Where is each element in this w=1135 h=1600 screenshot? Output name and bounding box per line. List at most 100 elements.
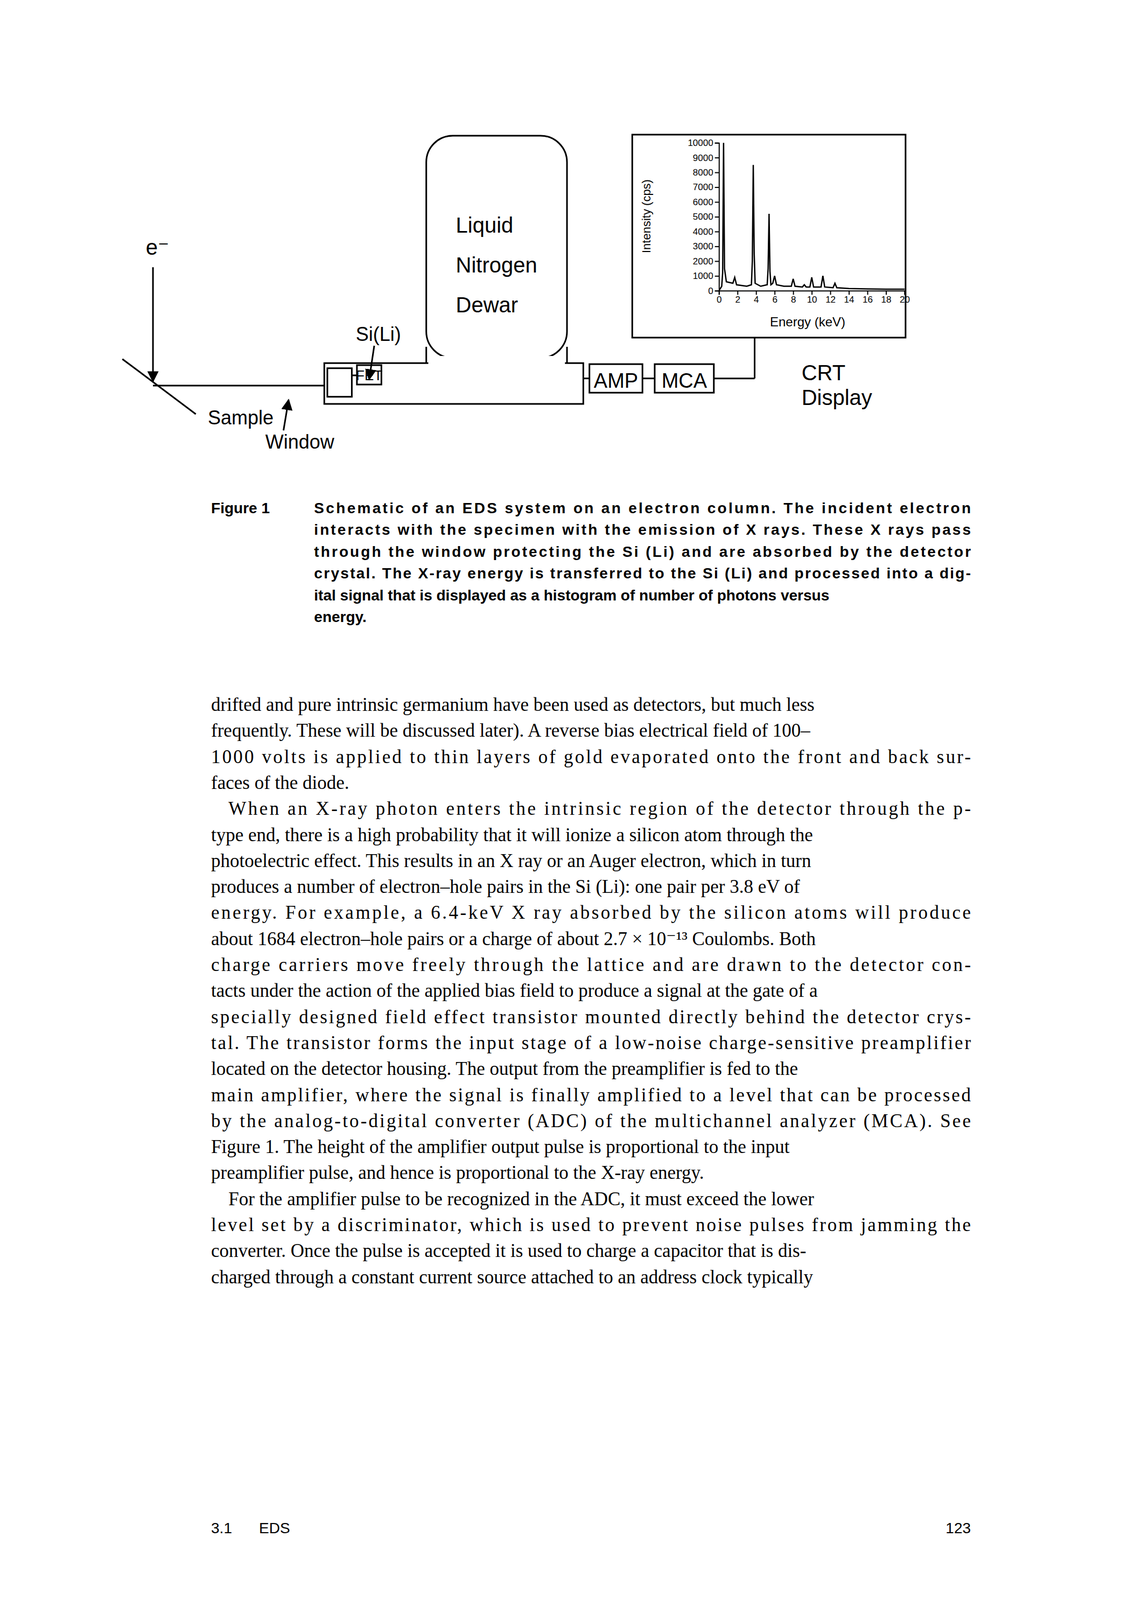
tick-label: 8 <box>790 294 796 305</box>
tick-label: 3000 <box>692 241 714 252</box>
tick: 10000 <box>687 137 719 149</box>
body-line: level set by a discriminator, which is u… <box>211 1214 971 1236</box>
caption-line: interacts with the specimen with the emi… <box>313 521 971 538</box>
body-line: drifted and pure intrinsic germanium hav… <box>211 694 815 716</box>
y-axis: 0100020003000400050006000700080009000100… <box>687 137 719 297</box>
footer: 3.1 EDS 123 <box>211 1519 971 1537</box>
axis-line <box>715 143 720 292</box>
mca-box <box>654 363 714 393</box>
tick-label: 14 <box>844 294 855 305</box>
body-line: energy. For example, a 6.4-keV X ray abs… <box>211 901 971 923</box>
tick-label: 4000 <box>692 226 714 237</box>
tick-label: 20 <box>899 294 910 305</box>
body-line: frequently. These will be discussed late… <box>211 719 811 741</box>
tick: 6 <box>772 290 777 306</box>
inset-chart: 0100020003000400050006000700080009000100… <box>639 137 910 329</box>
page-number: 123 <box>945 1519 971 1537</box>
tick-label: 2000 <box>692 256 714 267</box>
body-line: charged through a constant current sourc… <box>211 1266 814 1288</box>
electron-label: e⁻ <box>145 235 170 259</box>
footer-section: 3.1 <box>211 1519 233 1537</box>
tick: 8 <box>790 290 796 306</box>
tick-label: 10000 <box>687 137 713 149</box>
tick-mark <box>715 186 720 188</box>
crt-frame <box>632 134 906 338</box>
tick-label: 0 <box>708 285 713 297</box>
body-line: When an X-ray photon enters the intrinsi… <box>228 797 971 819</box>
tick-label: 6 <box>772 294 777 305</box>
tick-label: 4 <box>753 294 759 305</box>
caption: Figure 1Schematic of an EDS system on an… <box>211 499 971 626</box>
tick-mark <box>774 290 776 296</box>
mca-link <box>642 377 655 380</box>
body-line: For the amplifier pulse to be recognized… <box>228 1188 815 1210</box>
tick-mark <box>715 290 720 292</box>
tick: 4 <box>753 290 759 306</box>
caption-line: through the window protecting the Si (Li… <box>313 543 971 560</box>
tick: 2000 <box>692 256 719 267</box>
tick-label: 2 <box>734 294 740 305</box>
dewar-label: Dewar <box>456 292 519 317</box>
detector-housing <box>324 362 584 404</box>
tick: 14 <box>844 290 855 306</box>
tick-label: 7000 <box>692 181 714 193</box>
caption-line: energy. <box>313 608 367 626</box>
x-axis: 0 2 4 6 8 10 12 14 16 18 20 <box>716 290 910 306</box>
caption-label: Figure 1 <box>211 499 270 517</box>
tick-mark <box>718 290 720 296</box>
caption-line: ital signal that is displayed as a histo… <box>313 586 830 604</box>
tick: 0 <box>716 290 722 306</box>
body-line: faces of the diode. <box>211 772 350 794</box>
body-line: specially designed field effect transist… <box>211 1006 971 1028</box>
body-line: main amplifier, where the signal is fina… <box>211 1084 972 1106</box>
axis-line <box>719 290 906 295</box>
display-label: CRT <box>801 360 846 385</box>
electron-arrow <box>152 267 154 382</box>
body-line: 1000 volts is applied to thin layers of … <box>211 746 971 768</box>
xray-path <box>152 384 325 387</box>
tick-mark <box>715 216 720 218</box>
tick: 20 <box>899 290 910 306</box>
body-line: tal. The transistor forms the input stag… <box>211 1032 971 1054</box>
tick-label: 8000 <box>692 167 714 178</box>
body-line: charge carriers move freely through the … <box>211 954 971 976</box>
amp-box <box>589 363 643 393</box>
dewar-label: Liquid <box>456 213 514 237</box>
x-axis-title: Energy (keV) <box>769 314 846 329</box>
tick-label: 16 <box>862 294 873 305</box>
tick-mark <box>848 290 850 296</box>
footer-title: EDS <box>258 1519 291 1537</box>
amp-label: AMP <box>593 369 639 392</box>
tick-mark <box>715 275 720 277</box>
tick-mark <box>867 290 869 296</box>
tick-label: 10 <box>807 294 818 305</box>
tick: 9000 <box>692 152 719 164</box>
dewar <box>426 135 567 359</box>
tick-label: 0 <box>716 294 722 305</box>
display-link-v <box>753 337 756 379</box>
amp-link <box>583 377 590 380</box>
tick-mark <box>885 290 887 296</box>
body-line: tacts under the action of the applied bi… <box>211 979 818 1001</box>
dewar-neck-right <box>566 346 569 363</box>
body-line: about 1684 electron–hole pairs or a char… <box>211 928 816 950</box>
tick: 7000 <box>692 181 719 193</box>
tick-mark <box>737 290 739 296</box>
tick-label: 12 <box>825 294 836 305</box>
body-text: drifted and pure intrinsic germanium hav… <box>211 694 972 1288</box>
body-line: photoelectric effect. This results in an… <box>211 850 811 872</box>
tick: 16 <box>862 290 873 306</box>
sample-surface <box>122 359 196 415</box>
body-line: converter. Once the pulse is accepted it… <box>211 1239 807 1261</box>
dewar-neck <box>428 355 565 366</box>
tick-mark <box>715 142 720 144</box>
tick-label: 18 <box>881 294 892 305</box>
tick: 10 <box>807 290 818 306</box>
dewar-neck-left <box>425 346 427 363</box>
display-label: Display <box>801 385 873 410</box>
tick-mark <box>715 201 720 203</box>
tick: 18 <box>881 290 892 306</box>
plot-area <box>718 142 905 291</box>
tick-label: 9000 <box>692 152 714 164</box>
tick-label: 5000 <box>692 211 714 222</box>
